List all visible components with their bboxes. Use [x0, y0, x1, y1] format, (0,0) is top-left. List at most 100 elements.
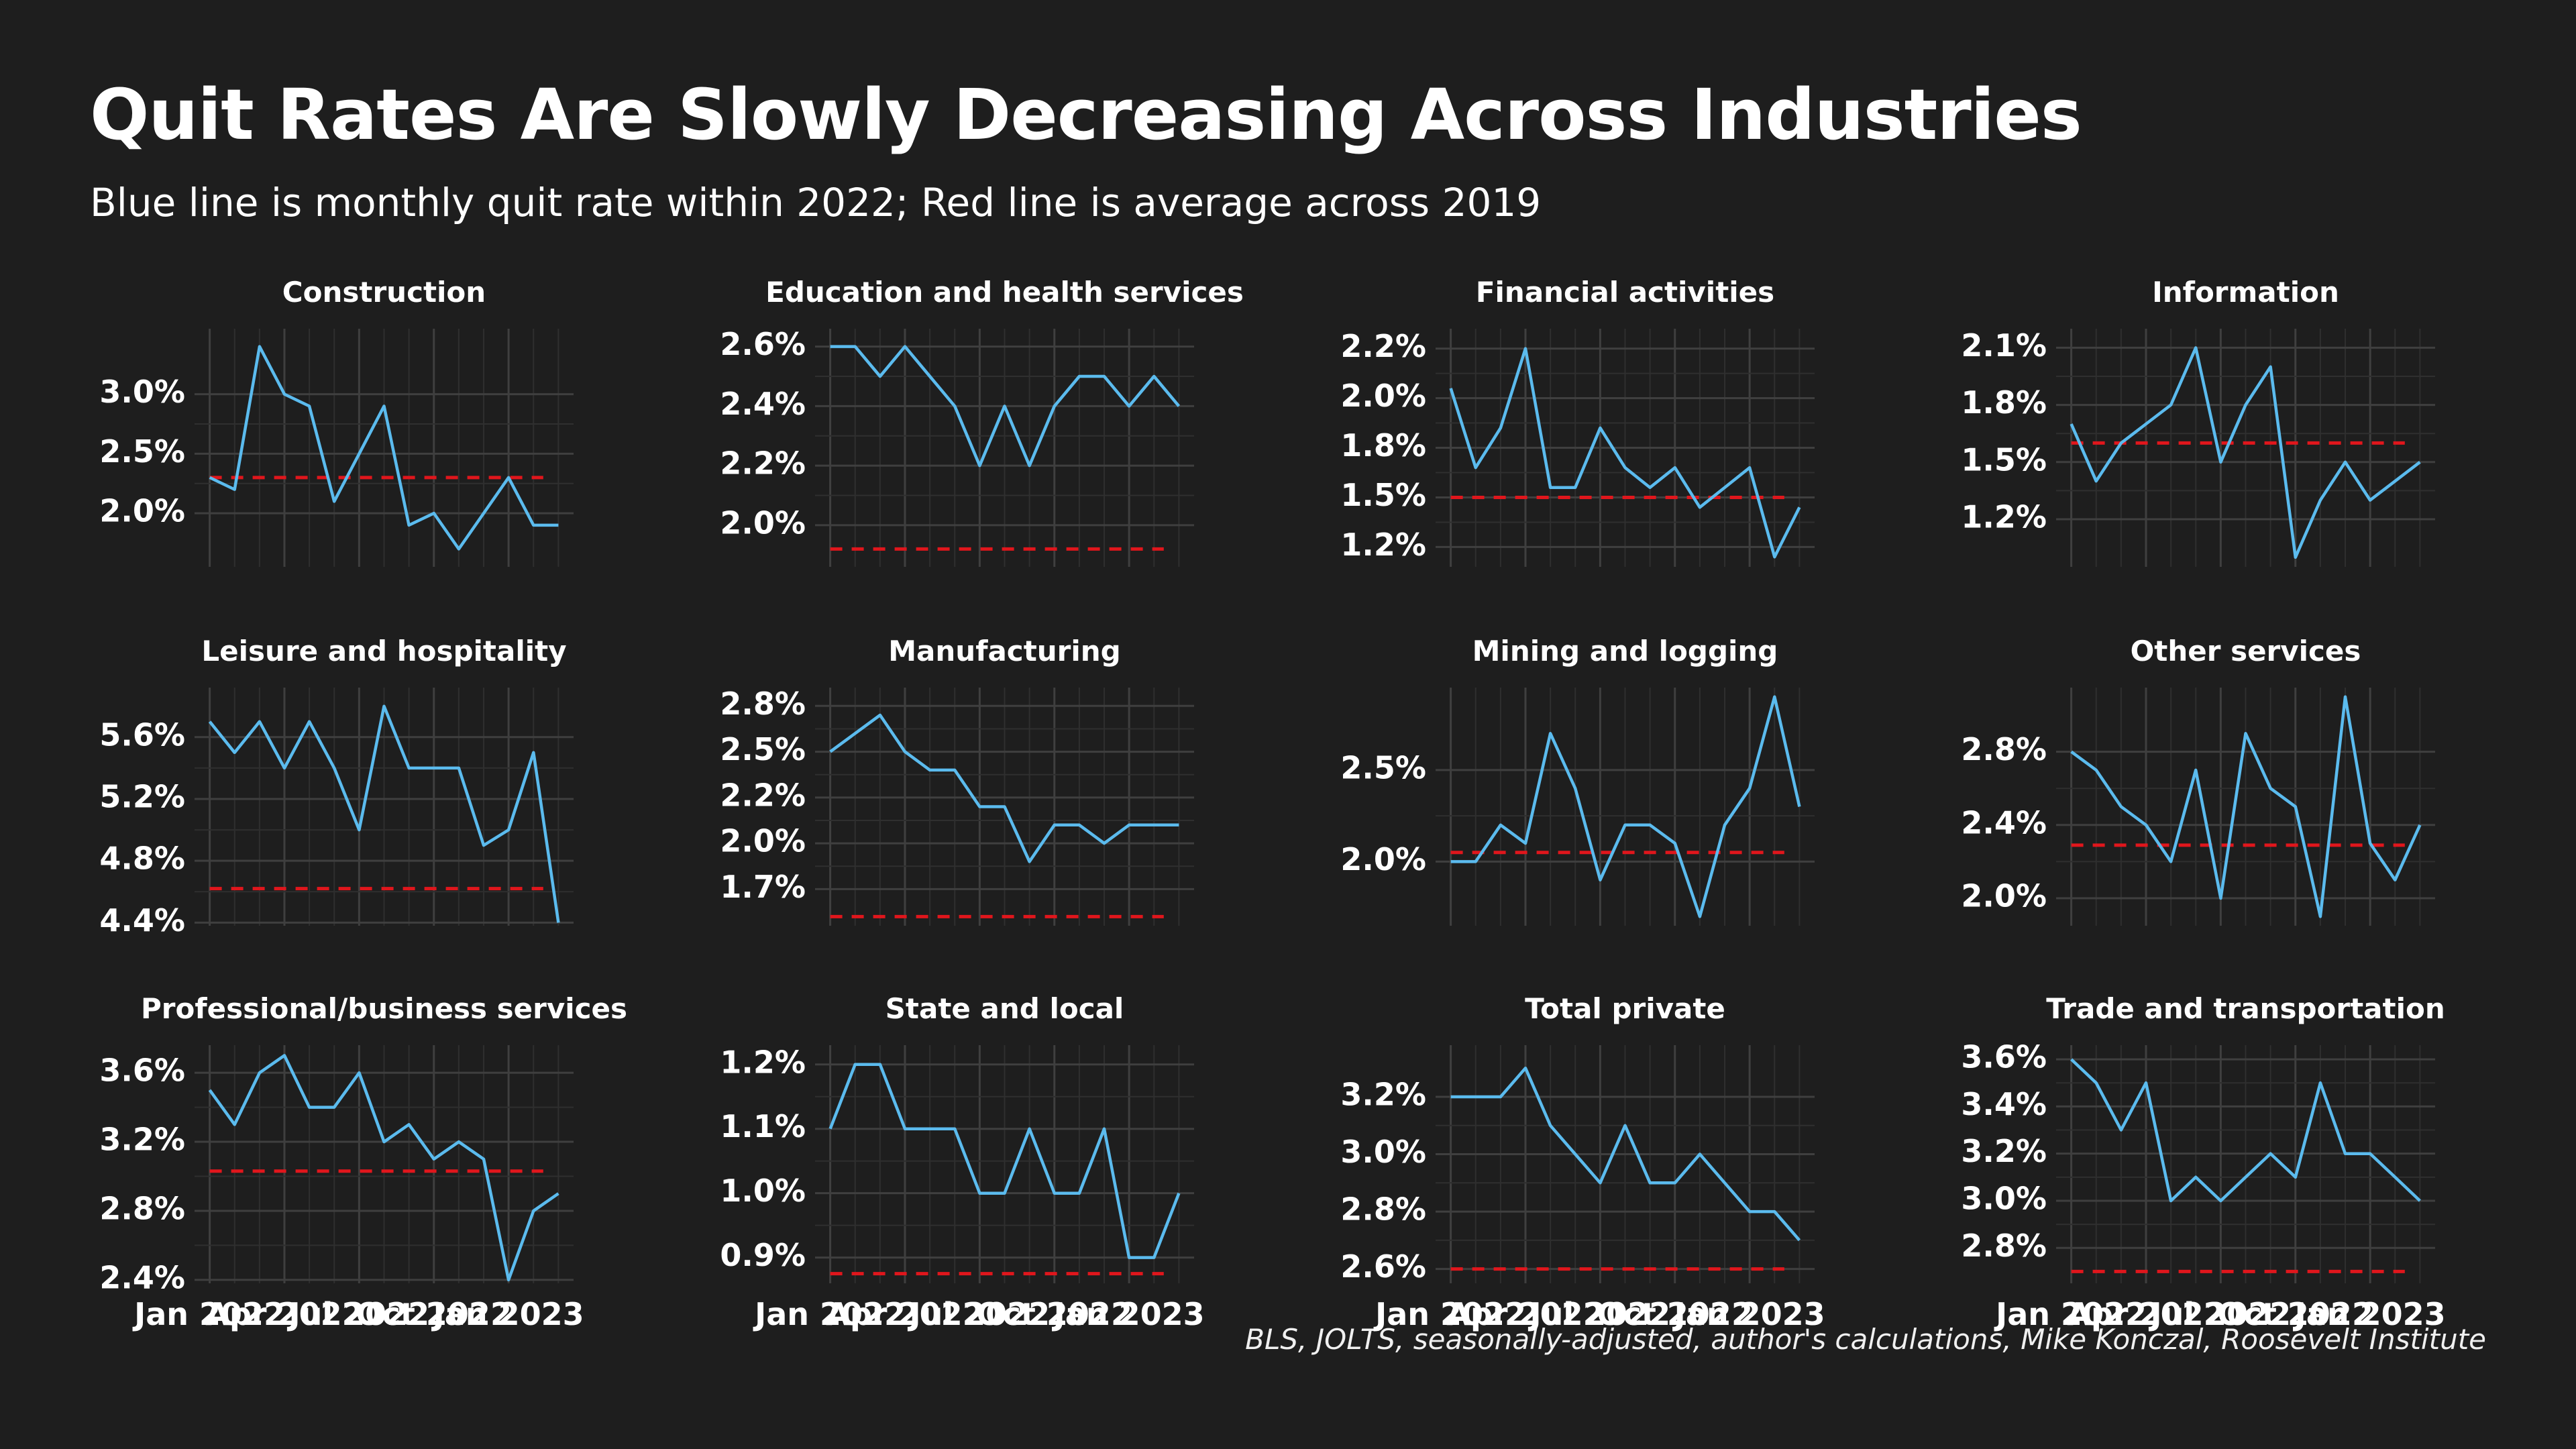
- y-tick-label: 4.8%: [99, 841, 185, 877]
- y-tick-label: 3.2%: [1961, 1133, 2047, 1169]
- facet-title: Other services: [2131, 635, 2361, 667]
- y-tick-label: 3.6%: [99, 1053, 185, 1089]
- y-tick-label: 1.2%: [720, 1044, 806, 1080]
- y-tick-label: 1.5%: [1961, 441, 2047, 478]
- x-tick-label: Jul 2022: [287, 1296, 430, 1332]
- monthly-quit-rate-line: [2070, 346, 2421, 559]
- monthly-quit-rate-line: [208, 1054, 559, 1282]
- y-tick-label: 2.0%: [1340, 378, 1426, 414]
- y-tick-label: 3.4%: [1961, 1086, 2047, 1122]
- y-tick-label: 1.0%: [720, 1173, 806, 1209]
- chart-title: Quit Rates Are Slowly Decreasing Across …: [90, 74, 2082, 156]
- y-tick-label: 1.2%: [1961, 499, 2047, 535]
- x-tick-label: Jan 2023: [1052, 1296, 1205, 1332]
- y-tick-label: 2.4%: [99, 1259, 185, 1295]
- y-tick-label: 3.2%: [99, 1122, 185, 1158]
- y-tick-label: 3.2%: [1340, 1076, 1426, 1112]
- monthly-quit-rate-line: [1450, 1066, 1801, 1242]
- y-tick-label: 2.2%: [1340, 328, 1426, 364]
- y-tick-label: 2.2%: [720, 445, 806, 482]
- facet-panel: Education and health services 2.0% 2.2% 2.4…: [720, 276, 1244, 567]
- y-tick-label: 2.2%: [720, 777, 806, 813]
- x-tick-label: Oct 2022: [977, 1296, 1132, 1332]
- facet-panel: Information 1.2% 1.5% 1.8% 2.1%: [1961, 276, 2435, 567]
- y-tick-label: 2.8%: [1961, 731, 2047, 767]
- y-tick-label: 2.6%: [1340, 1248, 1426, 1285]
- y-tick-label: 2.5%: [99, 433, 185, 470]
- facet-panel: Financial activities 1.2% 1.5% 1.8% 2.0% 2.2%: [1340, 276, 1815, 567]
- y-tick-label: 2.0%: [1340, 841, 1426, 877]
- x-tick-label: Jan 2022: [132, 1296, 285, 1332]
- chart-subtitle: Blue line is monthly quit rate within 20…: [90, 180, 1542, 225]
- y-tick-label: 2.0%: [99, 493, 185, 529]
- x-tick-label: Apr 2022: [205, 1296, 363, 1332]
- x-tick-label: Oct 2022: [356, 1296, 512, 1332]
- y-tick-label: 1.5%: [1340, 477, 1426, 513]
- monthly-quit-rate-line: [830, 345, 1181, 468]
- y-tick-label: 2.0%: [720, 504, 806, 541]
- y-tick-label: 1.8%: [1961, 384, 2047, 421]
- facet-panel: Total private 2.6% 2.8% 3.0% 3.2% Jan 2022Apr…: [1340, 992, 1825, 1332]
- x-tick-label: Jan 2023: [2293, 1296, 2446, 1332]
- x-tick-label: Jul 2022: [2149, 1296, 2292, 1332]
- facet-title: Financial activities: [1476, 276, 1774, 309]
- facet-title: Education and health services: [765, 276, 1244, 309]
- y-tick-label: 2.4%: [1961, 804, 2047, 841]
- facet-panel: State and local 0.9% 1.0% 1.1% 1.2% Jan 2022A…: [720, 992, 1204, 1332]
- monthly-quit-rate-line: [2070, 1058, 2421, 1203]
- facet-panel: Manufacturing 1.7% 2.0% 2.2% 2.5% 2.8%: [720, 635, 1194, 926]
- facet-title: Professional/business services: [141, 992, 627, 1025]
- facet-title: Information: [2152, 276, 2339, 309]
- y-tick-label: 2.8%: [1340, 1191, 1426, 1228]
- monthly-quit-rate-line: [1449, 347, 1801, 559]
- x-tick-label: Jan 2023: [1672, 1296, 1825, 1332]
- y-tick-label: 2.8%: [1961, 1228, 2047, 1264]
- x-tick-label: Jul 2022: [1528, 1296, 1671, 1332]
- y-tick-label: 3.0%: [99, 374, 185, 410]
- facet-panel: Other services 2.0% 2.4% 2.8%: [1961, 635, 2435, 926]
- facet-title: Total private: [1525, 992, 1725, 1025]
- x-tick-label: Jan 2023: [431, 1296, 584, 1332]
- monthly-quit-rate-line: [1450, 695, 1801, 918]
- facet-panel: Trade and transportation 2.8% 3.0% 3.2% 3.4%…: [1961, 992, 2445, 1332]
- y-tick-label: 5.6%: [99, 716, 185, 753]
- y-tick-label: 5.2%: [99, 778, 185, 814]
- facet-panel: Professional/business services 2.4% 2.8% 3.…: [99, 992, 627, 1332]
- x-tick-label: Apr 2022: [826, 1296, 983, 1332]
- facet-panel: Mining and logging 2.0% 2.5%: [1340, 635, 1815, 926]
- y-tick-label: 4.4%: [99, 902, 185, 938]
- y-tick-label: 0.9%: [720, 1237, 806, 1273]
- y-tick-label: 1.7%: [720, 869, 806, 905]
- monthly-quit-rate-line: [208, 704, 560, 923]
- x-tick-label: Jan 2022: [1994, 1296, 2147, 1332]
- y-tick-label: 2.4%: [720, 386, 806, 422]
- monthly-quit-rate-line: [2070, 695, 2422, 918]
- y-tick-label: 2.5%: [1340, 749, 1426, 786]
- x-tick-label: Apr 2022: [1446, 1296, 1604, 1332]
- x-tick-label: Apr 2022: [2067, 1296, 2224, 1332]
- y-tick-label: 3.0%: [1961, 1180, 2047, 1216]
- facet-title: Trade and transportation: [2046, 992, 2445, 1025]
- source-caption: BLS, JOLTS, seasonally-adjusted, author'…: [1245, 1323, 2486, 1356]
- y-tick-label: 2.0%: [720, 823, 806, 859]
- facet-title: State and local: [885, 992, 1124, 1025]
- monthly-quit-rate-line: [828, 1063, 1181, 1259]
- y-tick-label: 1.8%: [1340, 427, 1426, 464]
- x-tick-label: Oct 2022: [2218, 1296, 2373, 1332]
- x-tick-label: Jan 2022: [1373, 1296, 1526, 1332]
- monthly-quit-rate-line: [829, 713, 1179, 863]
- facet-title: Leisure and hospitality: [201, 635, 566, 667]
- y-tick-label: 2.5%: [720, 731, 806, 767]
- facet-title: Manufacturing: [888, 635, 1121, 667]
- monthly-quit-rate-line: [209, 345, 559, 551]
- facet-title: Mining and logging: [1472, 635, 1778, 667]
- x-tick-label: Jul 2022: [908, 1296, 1051, 1332]
- facet-panel: Leisure and hospitality 4.4% 4.8% 5.2% 5.6%: [99, 635, 574, 938]
- x-tick-label: Jan 2022: [753, 1296, 906, 1332]
- x-tick-label: Oct 2022: [1597, 1296, 1753, 1332]
- y-tick-label: 1.2%: [1340, 527, 1426, 563]
- y-tick-label: 3.0%: [1340, 1134, 1426, 1170]
- y-tick-label: 2.0%: [1961, 878, 2047, 914]
- y-tick-label: 2.1%: [1961, 327, 2047, 364]
